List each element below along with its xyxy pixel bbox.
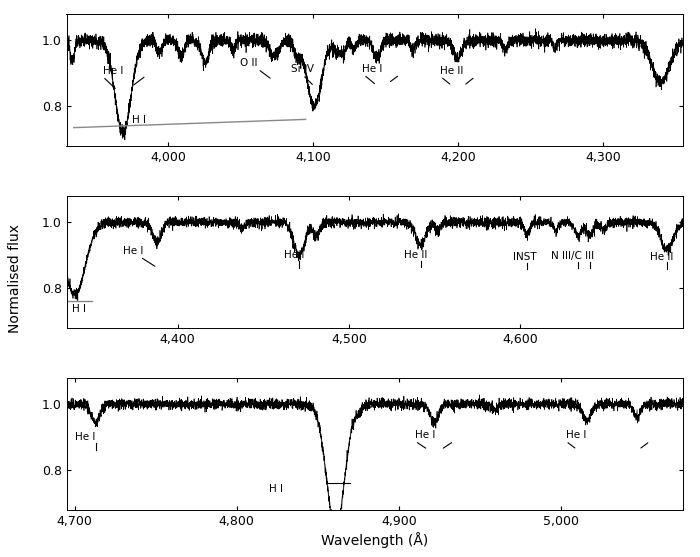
Text: Normalised flux: Normalised flux: [8, 224, 22, 333]
Text: He I: He I: [415, 431, 435, 441]
Text: H I: H I: [269, 484, 283, 494]
Text: He II: He II: [404, 251, 427, 261]
Text: Si IV: Si IV: [291, 64, 314, 74]
Text: N III/C III: N III/C III: [551, 251, 594, 261]
Text: INST: INST: [513, 252, 537, 262]
Text: He I: He I: [75, 432, 95, 442]
Text: H I: H I: [71, 304, 85, 314]
Text: He I: He I: [362, 64, 383, 74]
Text: He I: He I: [566, 431, 586, 441]
Text: H I: H I: [132, 115, 146, 125]
Text: He II: He II: [440, 66, 464, 76]
X-axis label: Wavelength (Å): Wavelength (Å): [321, 532, 428, 548]
Text: He I: He I: [123, 246, 144, 256]
Text: O II: O II: [240, 58, 258, 69]
Text: He I: He I: [103, 66, 123, 76]
Text: He II: He II: [650, 252, 673, 262]
Text: He I: He I: [284, 251, 304, 261]
